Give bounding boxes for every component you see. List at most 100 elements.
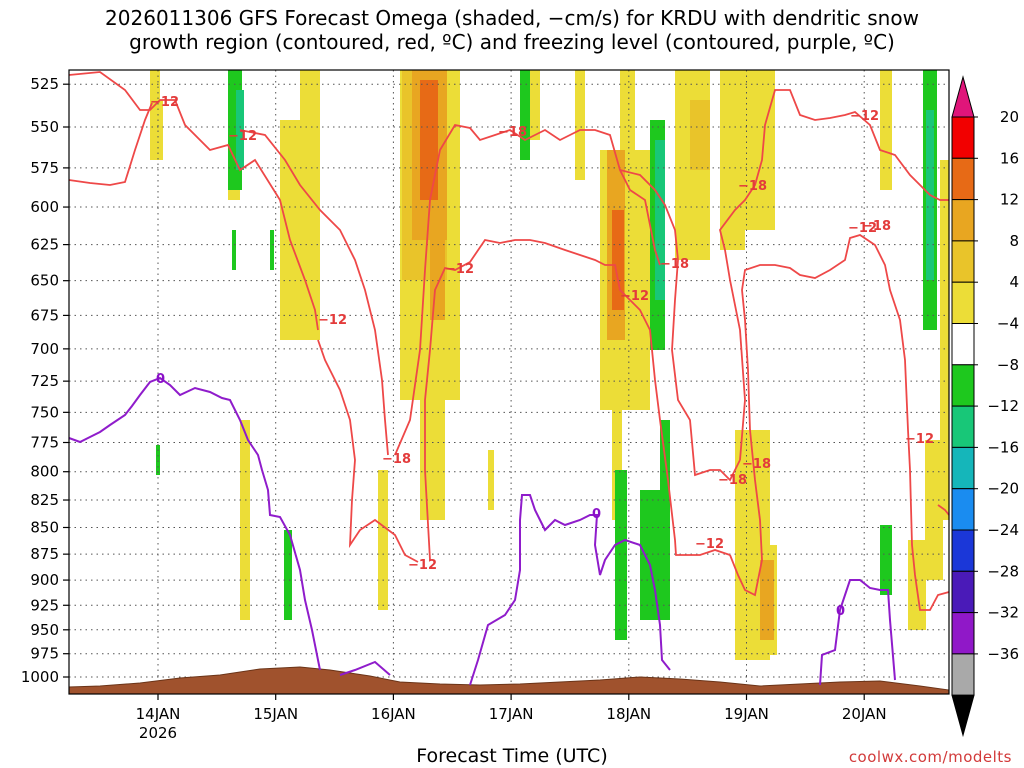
colorbar-label: −4 <box>997 315 1019 333</box>
freezing-contour-label: 0 <box>592 507 601 522</box>
colorbar-swatch <box>951 240 975 283</box>
y-tick-label: 725 <box>30 372 59 390</box>
freezing-contour-label: 0 <box>156 372 165 387</box>
omega-shade-patch <box>378 470 388 610</box>
omega-shade-patch <box>155 100 163 160</box>
colorbar-swatch <box>951 529 975 572</box>
dgz-contour-label: −12 <box>150 95 179 110</box>
colorbar: 20 16 12 8 4 −4 −8 −12 −16 −20 −24 −28 −32 −36 <box>951 75 1019 738</box>
dgz-contour-line <box>907 429 950 611</box>
omega-shade-patch <box>284 530 292 620</box>
freezing-level-contour <box>819 579 896 686</box>
omega-shade-patch <box>615 470 627 640</box>
dgz-contour-line <box>719 89 949 461</box>
contour-layer <box>68 71 950 686</box>
y-tick-label: 950 <box>30 621 59 639</box>
chart-title-line-2: growth region (contoured, red, ºC) and f… <box>129 30 895 54</box>
colorbar-swatch <box>951 116 975 159</box>
dgz-contour-label: −18 <box>742 457 771 472</box>
y-tick-label: 750 <box>30 403 59 421</box>
dgz-contour-line <box>239 129 389 456</box>
terrain-layer <box>68 666 950 695</box>
dgz-contour-label: −12 <box>848 221 877 236</box>
omega-shade-patch <box>420 80 438 200</box>
omega-shade-patch <box>745 70 775 230</box>
dgz-contour-line <box>394 123 661 456</box>
x-tick-label: 16JAN <box>371 705 416 723</box>
colorbar-swatch <box>951 364 975 407</box>
colorbar-swatch <box>951 488 975 531</box>
dgz-contour-label: −12 <box>228 129 257 144</box>
plot-frame <box>68 69 950 695</box>
omega-shade-patch <box>690 100 710 170</box>
y-tick-label: 650 <box>30 272 59 290</box>
chart-title-line-1: 2026011306 GFS Forecast Omega (shaded, −… <box>105 6 919 30</box>
colorbar-swatch <box>951 612 975 655</box>
omega-shade-patch <box>925 440 943 580</box>
dgz-contour-line <box>729 234 909 597</box>
y-axis: 525 550 575 600 625 650 675 700 725 750 775 800 825 8… <box>21 75 69 686</box>
colorbar-swatch <box>951 281 975 325</box>
omega-shade-patch <box>720 70 745 250</box>
x-tick-label: 20JAN <box>842 705 887 723</box>
omega-shade-patch <box>612 400 622 520</box>
colorbar-label: 12 <box>1000 191 1019 209</box>
dgz-contour-label: −18 <box>382 452 411 467</box>
y-tick-label: 700 <box>30 340 59 358</box>
omega-shading-layer <box>150 70 949 660</box>
colorbar-swatch <box>951 157 975 201</box>
colorbar-swatch <box>951 323 975 366</box>
dgz-contour-label: −12 <box>318 313 347 328</box>
omega-shade-patch <box>880 70 892 190</box>
colorbar-bottom-arrow <box>951 694 975 738</box>
omega-shade-patch <box>420 330 445 520</box>
y-tick-label: 825 <box>30 491 59 509</box>
omega-shade-patch <box>575 70 585 180</box>
x-axis: 14JAN 15JAN 16JAN 17JAN 18JAN 19JAN 20JAN 2026 <box>136 694 887 742</box>
dgz-contour-label: −12 <box>695 537 724 552</box>
dgz-contour-label: −18 <box>862 219 891 234</box>
y-tick-label: 775 <box>30 434 59 452</box>
x-axis-title: Forecast Time (UTC) <box>416 745 608 767</box>
y-tick-label: 800 <box>30 463 59 481</box>
omega-shade-patch <box>156 445 160 475</box>
omega-shade-patch <box>240 420 250 620</box>
omega-shade-patch <box>430 200 445 320</box>
y-tick-label: 925 <box>30 596 59 614</box>
colorbar-swatch <box>951 570 975 614</box>
y-tick-label: 575 <box>30 159 59 177</box>
dgz-contour-line <box>619 169 741 482</box>
terrain-ground <box>68 666 950 695</box>
colorbar-label: 8 <box>1009 232 1019 250</box>
dgz-contour-label: −18 <box>718 473 747 488</box>
omega-shade-patch <box>520 70 530 160</box>
y-tick-label: 1000 <box>21 668 59 686</box>
colorbar-swatch <box>951 199 975 242</box>
x-tick-label: 19JAN <box>724 705 769 723</box>
grid-lines <box>69 70 949 694</box>
colorbar-label: −20 <box>987 480 1019 498</box>
x-tick-label: 17JAN <box>489 705 534 723</box>
colorbar-swatch <box>951 405 975 448</box>
dgz-contour-line <box>937 504 950 516</box>
omega-shade-patch <box>880 525 892 595</box>
colorbar-label: −24 <box>987 521 1019 539</box>
x-tick-label: 18JAN <box>606 705 651 723</box>
dgz-contour-label: −12 <box>850 109 879 124</box>
freezing-contour-label: 0 <box>836 604 845 619</box>
dgz-contour-label: −12 <box>408 558 437 573</box>
x-year-label: 2026 <box>139 724 177 742</box>
colorbar-label: 16 <box>1000 149 1019 167</box>
y-tick-label: 550 <box>30 118 59 136</box>
dgz-contour-label: −12 <box>620 289 649 304</box>
dgz-contour-line <box>68 102 153 186</box>
colorbar-label: −16 <box>987 438 1019 456</box>
colorbar-label: −8 <box>997 356 1019 374</box>
freezing-level-contour <box>339 660 391 676</box>
omega-shade-patch <box>660 420 670 550</box>
y-tick-label: 600 <box>30 198 59 216</box>
y-tick-label: 975 <box>30 645 59 663</box>
credit-link[interactable]: coolwx.com/modelts <box>848 748 1012 766</box>
colorbar-label: −36 <box>987 645 1019 663</box>
dgz-contour-label: −18 <box>738 179 767 194</box>
